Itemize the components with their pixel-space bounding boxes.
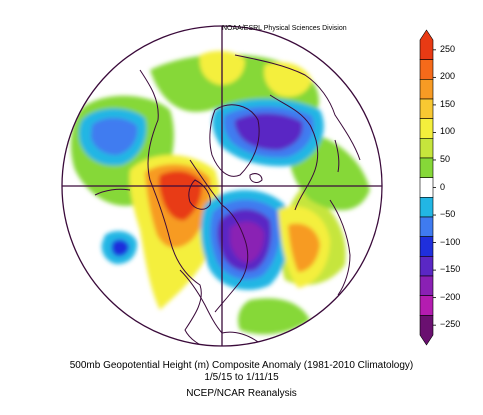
trough-contour-inner — [230, 221, 265, 263]
atlantic-ridge-inner — [288, 223, 320, 272]
colorbar-segment — [419, 59, 434, 80]
map-title: 500mb Geopotential Height (m) Composite … — [69, 360, 414, 371]
colorbar-label: −200 — [440, 291, 461, 302]
colorbar-segment — [419, 79, 434, 100]
iceland-coastline — [249, 173, 263, 183]
colorbar-label: 250 — [440, 43, 456, 54]
hemisphere-outline — [61, 25, 383, 347]
anomaly-fill-layer — [70, 50, 370, 335]
colorbar-label: 100 — [440, 126, 456, 137]
colorbar-segment — [419, 236, 434, 257]
hudson-bay-coastline — [188, 179, 211, 210]
date-range: 1/5/15 to 1/11/15 — [204, 372, 279, 383]
credit-text: NOAA/ESRL Physical Sciences Division — [222, 25, 347, 32]
colorbar-segment — [419, 98, 434, 119]
greenland-coastline — [209, 104, 260, 177]
europe-trough-inner — [234, 113, 303, 151]
east-asia-ridge — [264, 62, 312, 97]
japan-coastline — [334, 139, 340, 173]
colorbar-segment — [419, 315, 434, 346]
colorbar-segment — [419, 275, 434, 296]
ridge-contour-inner — [158, 170, 203, 221]
positive-anomaly-region — [238, 298, 310, 335]
colorbar-segment — [419, 295, 434, 316]
north-america-coastline — [139, 69, 211, 346]
aleutian-coastline — [94, 188, 131, 196]
small-low-inner — [111, 239, 129, 257]
dataset-name: NCEP/NCAR Reanalysis — [186, 388, 297, 399]
colorbar-segment — [419, 29, 434, 60]
colorbar-segment — [419, 138, 434, 159]
colorbar-segment — [419, 157, 434, 178]
europe-coastline — [269, 94, 319, 211]
north-america-east-coastline — [189, 159, 249, 313]
colorbar-label: 150 — [440, 98, 456, 109]
colorbar-segment — [419, 256, 434, 277]
colorbar-segment — [419, 177, 434, 198]
colorbar-label: 50 — [440, 153, 451, 164]
colorbar-label: −100 — [440, 236, 461, 247]
colorbar-segment — [419, 216, 434, 237]
colorbar — [419, 29, 436, 346]
asia-coastline — [234, 54, 361, 161]
colorbar-label: 0 — [440, 181, 446, 192]
central-america-coastline — [179, 269, 223, 334]
coastline-layer — [94, 54, 361, 346]
africa-coastline — [329, 199, 351, 296]
colorbar-label: −150 — [440, 264, 461, 275]
colorbar-label: −250 — [440, 319, 461, 330]
colorbar-label: 200 — [440, 71, 456, 82]
colorbar-segment — [419, 118, 434, 139]
colorbar-label: −50 — [440, 209, 456, 220]
colorbar-segment — [419, 197, 434, 218]
pacific-low-inner — [91, 117, 138, 155]
